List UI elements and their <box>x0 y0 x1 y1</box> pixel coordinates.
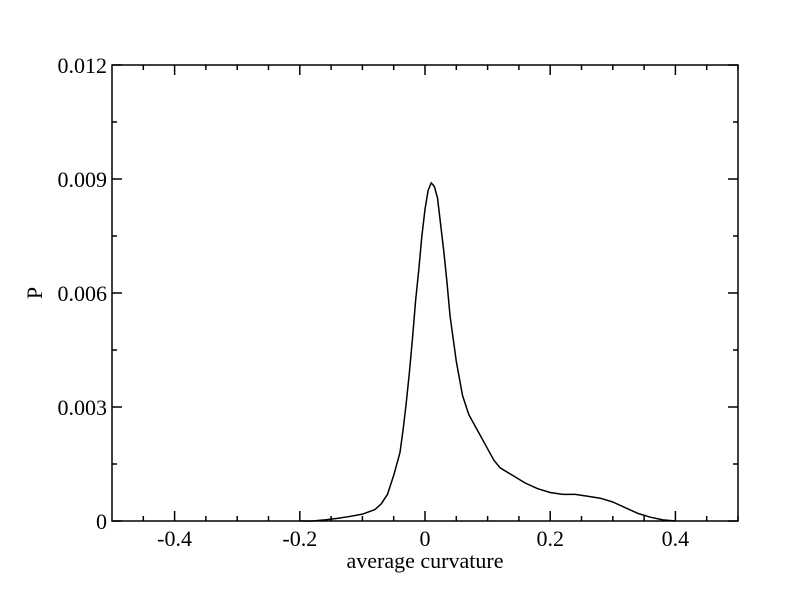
x-tick-label: -0.2 <box>282 526 317 551</box>
y-axis-label: P <box>22 287 47 299</box>
y-tick-label: 0.009 <box>58 167 108 192</box>
y-tick-label: 0.006 <box>58 281 108 306</box>
y-axis-ticks: 0 0.003 0.006 0.009 0.012 <box>58 53 738 534</box>
x-tick-label: 0.2 <box>536 526 564 551</box>
plot-area <box>111 64 739 522</box>
y-tick-label: 0 <box>96 509 107 534</box>
series-line <box>299 182 676 522</box>
x-axis-label: average curvature <box>347 548 504 573</box>
y-tick-label: 0.003 <box>58 395 108 420</box>
x-tick-label: -0.4 <box>157 526 192 551</box>
x-axis-ticks: -0.4 -0.2 0 0.2 0.4 <box>142 65 739 551</box>
x-tick-label: 0.4 <box>662 526 690 551</box>
y-tick-label: 0.012 <box>58 53 108 78</box>
x-tick-label: 0 <box>420 526 431 551</box>
plot-frame <box>111 64 739 522</box>
